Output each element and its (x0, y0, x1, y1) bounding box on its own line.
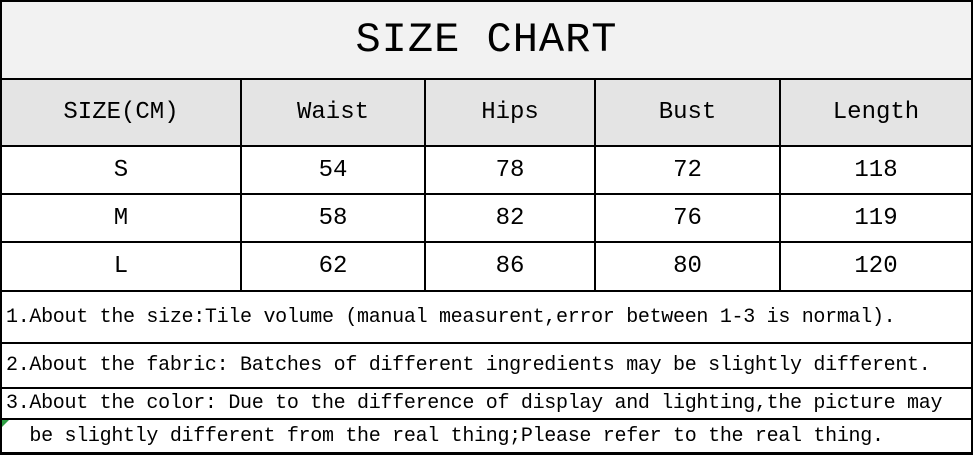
table-cell-waist-l: 62 (242, 243, 426, 292)
table-cell-hips-l: 86 (426, 243, 596, 292)
table-cell-hips-m: 82 (426, 195, 596, 243)
table-cell-size-m: M (2, 195, 242, 243)
table-cell-bust-m: 76 (596, 195, 781, 243)
column-header-waist: Waist (242, 80, 426, 147)
note-color-line-2: be slightly different from the real thin… (2, 420, 971, 452)
table-cell-length-m: 119 (781, 195, 971, 243)
table-cell-bust-s: 72 (596, 147, 781, 195)
table-cell-hips-s: 78 (426, 147, 596, 195)
column-header-length: Length (781, 80, 971, 147)
note-size: 1.About the size:Tile volume (manual mea… (2, 292, 971, 344)
table-cell-waist-m: 58 (242, 195, 426, 243)
column-header-bust: Bust (596, 80, 781, 147)
note-color-line-2-text: be slightly different from the real thin… (6, 424, 884, 448)
page-title: SIZE CHART (2, 2, 971, 80)
table-cell-size-s: S (2, 147, 242, 195)
cell-error-marker-icon (2, 420, 9, 427)
note-color-line-1: 3.About the color: Due to the difference… (2, 389, 971, 420)
table-cell-size-l: L (2, 243, 242, 292)
table-cell-length-s: 118 (781, 147, 971, 195)
table-cell-waist-s: 54 (242, 147, 426, 195)
column-header-size: SIZE(CM) (2, 80, 242, 147)
column-header-hips: Hips (426, 80, 596, 147)
table-cell-length-l: 120 (781, 243, 971, 292)
note-fabric: 2.About the fabric: Batches of different… (2, 344, 971, 389)
table-cell-bust-l: 80 (596, 243, 781, 292)
